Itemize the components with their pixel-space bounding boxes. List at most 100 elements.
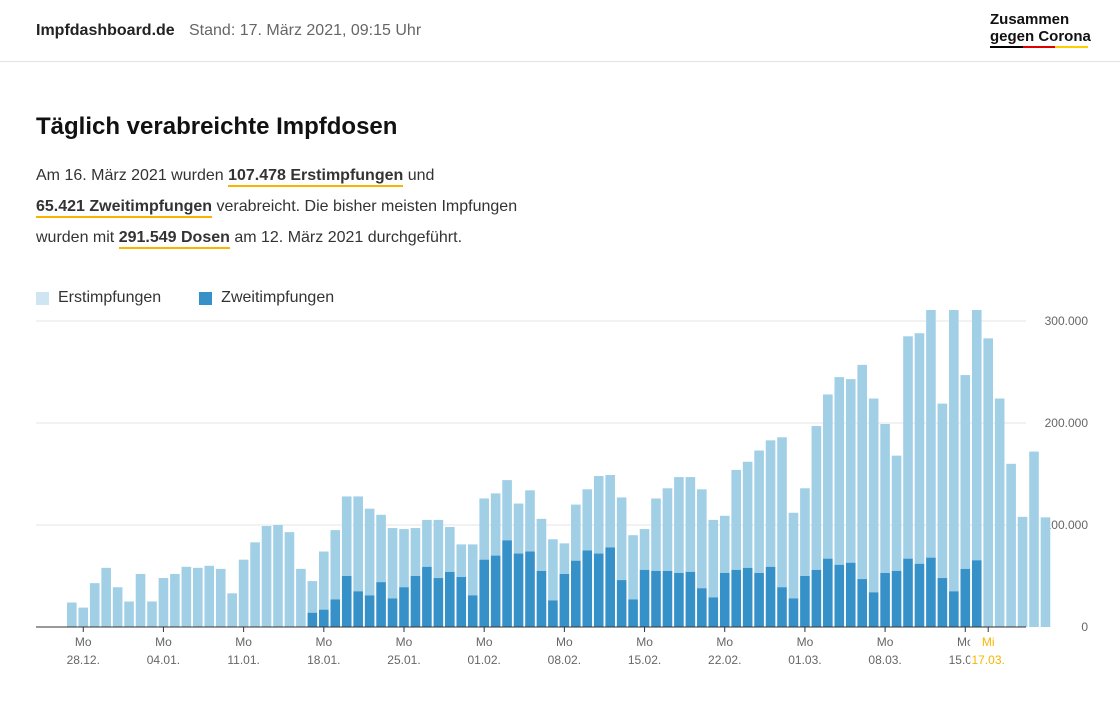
bar-zweitimpfungen — [868, 592, 879, 627]
bar-zweitimpfungen — [788, 598, 799, 627]
bar-erstimpfungen — [193, 567, 203, 627]
bar-erstimpfungen — [571, 504, 581, 561]
bar-erstimpfungen — [170, 573, 180, 627]
bar-erstimpfungen — [662, 488, 673, 571]
bar-erstimpfungen — [651, 498, 661, 571]
legend-item-zweitimpfungen[interactable]: Zweitimpfungen — [199, 289, 334, 307]
x-tick-date: 22.02. — [708, 653, 741, 667]
legend-swatch-erstimpfungen — [36, 291, 49, 305]
bar-zweitimpfungen — [845, 562, 856, 627]
bar-zweitimpfungen — [651, 570, 661, 627]
bar-zweitimpfungen — [376, 582, 386, 627]
bar-zweitimpfungen — [559, 573, 570, 627]
bar-erstimpfungen — [593, 476, 604, 554]
bar-zweitimpfungen — [422, 566, 432, 627]
highlight-zweitimpfungen[interactable]: 65.421 Zweitimpfungen — [36, 198, 213, 218]
bar-zweitimpfungen — [513, 553, 524, 627]
bar-zweitimpfungen — [971, 560, 982, 627]
bar-erstimpfungen — [273, 525, 283, 627]
site-name-link[interactable]: Impfdashboard.de — [36, 22, 175, 39]
bar-zweitimpfungen — [399, 587, 409, 627]
bar-erstimpfungen — [1029, 451, 1039, 627]
bar-zweitimpfungen — [949, 591, 959, 627]
top-bar: Impfdashboard.de Stand: 17. März 2021, 0… — [0, 0, 1120, 62]
bar-erstimpfungen — [319, 551, 329, 610]
bar-erstimpfungen — [1017, 516, 1028, 627]
bar-erstimpfungen — [628, 535, 638, 600]
bar-erstimpfungen — [135, 573, 146, 627]
x-tick-weekday: Mo — [75, 635, 92, 649]
x-tick-weekday: Mo — [877, 635, 894, 649]
x-tick-date: 04.01. — [147, 653, 180, 667]
bar-erstimpfungen — [937, 403, 948, 579]
bar-zweitimpfungen — [639, 569, 650, 627]
bar-zweitimpfungen — [914, 563, 925, 627]
bar-erstimpfungen — [926, 310, 936, 558]
bar-erstimpfungen — [536, 518, 547, 571]
highlight-erstimpfungen[interactable]: 107.478 Erstimpfungen — [228, 167, 404, 187]
current-tick-date: 17.03. — [972, 653, 1005, 667]
bar-erstimpfungen — [341, 496, 352, 576]
bar-erstimpfungen — [479, 498, 489, 560]
logo-line2: gegen Corona — [990, 28, 1091, 45]
bar-erstimpfungen — [296, 568, 306, 627]
x-tick-weekday: Mo — [716, 635, 733, 649]
bar-erstimpfungen — [101, 567, 111, 627]
bar-erstimpfungen — [731, 469, 741, 570]
bar-zweitimpfungen — [548, 600, 558, 627]
bar-zweitimpfungen — [467, 595, 478, 627]
bar-erstimpfungen — [238, 559, 249, 627]
highlight-max-dosen[interactable]: 291.549 Dosen — [118, 229, 230, 249]
bar-erstimpfungen — [147, 601, 157, 627]
bar-erstimpfungen — [868, 398, 879, 593]
bar-zweitimpfungen — [765, 566, 776, 627]
bar-zweitimpfungen — [685, 571, 696, 627]
bar-erstimpfungen — [983, 338, 993, 627]
bar-zweitimpfungen — [674, 572, 684, 627]
x-tick-weekday: Mo — [476, 635, 493, 649]
zusammen-gegen-corona-logo[interactable]: Zusammen gegen Corona — [990, 11, 1091, 48]
bar-zweitimpfungen — [445, 571, 455, 627]
bar-zweitimpfungen — [571, 560, 581, 627]
x-tick-weekday: Mo — [556, 635, 573, 649]
summary-text-1: Am 16. März 2021 wurden — [36, 167, 229, 184]
bar-erstimpfungen — [250, 542, 260, 627]
bar-erstimpfungen — [639, 529, 650, 570]
bar-erstimpfungen — [891, 455, 902, 571]
x-tick-date: 28.12. — [67, 653, 100, 667]
bar-zweitimpfungen — [490, 555, 501, 627]
bar-erstimpfungen — [376, 514, 386, 583]
bar-erstimpfungen — [181, 566, 192, 627]
x-tick-weekday: Mo — [155, 635, 172, 649]
bar-zweitimpfungen — [628, 599, 638, 627]
summary-text-2: und — [403, 167, 435, 184]
flag-stripe-black — [990, 46, 1023, 48]
bar-zweitimpfungen — [777, 587, 787, 627]
bar-erstimpfungen — [158, 578, 169, 627]
y-tick-label: 300.000 — [1045, 314, 1089, 328]
bar-erstimpfungen — [1040, 517, 1051, 627]
bar-erstimpfungen — [330, 530, 341, 600]
x-tick-date: 01.02. — [467, 653, 500, 667]
bar-zweitimpfungen — [433, 578, 444, 627]
summary-text: Am 16. März 2021 wurden 107.478 Erstimpf… — [36, 160, 556, 253]
bar-erstimpfungen — [227, 593, 237, 627]
bar-erstimpfungen — [124, 601, 134, 627]
bar-erstimpfungen — [1006, 463, 1016, 627]
bar-erstimpfungen — [765, 440, 776, 567]
bar-erstimpfungen — [112, 587, 123, 627]
legend-label-erstimpfungen: Erstimpfungen — [58, 289, 162, 306]
bar-zweitimpfungen — [593, 553, 604, 627]
bar-erstimpfungen — [490, 493, 501, 556]
x-tick-date: 08.03. — [868, 653, 901, 667]
bar-erstimpfungen — [914, 333, 925, 564]
bar-zweitimpfungen — [823, 558, 833, 627]
summary-text-3: verabreicht. Die bisher meisten Impfunge… — [212, 198, 518, 215]
bar-zweitimpfungen — [456, 577, 467, 627]
logo-line1: Zusammen — [990, 11, 1070, 28]
bar-zweitimpfungen — [811, 569, 822, 627]
bar-erstimpfungen — [89, 583, 100, 627]
bar-erstimpfungen — [548, 539, 558, 601]
legend-item-erstimpfungen[interactable]: Erstimpfungen — [36, 289, 161, 307]
bar-erstimpfungen — [525, 490, 535, 552]
